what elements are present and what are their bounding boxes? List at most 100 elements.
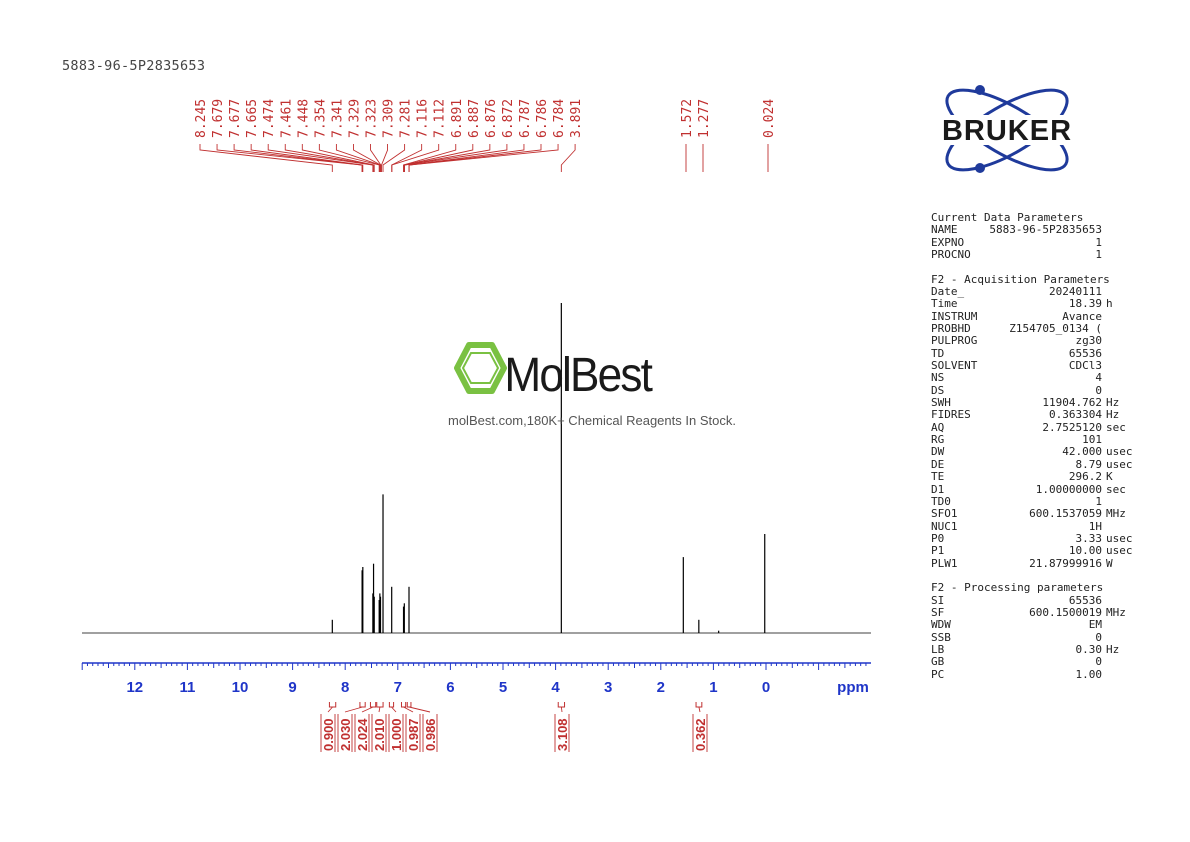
parameter-key: SI [931, 593, 945, 607]
parameter-key: PULPROG [931, 334, 978, 348]
parameter-key: SSB [931, 630, 951, 644]
parameter-value: 1 [1095, 248, 1102, 262]
peak-label: 7.665 [245, 99, 260, 138]
integral-bracket [400, 702, 407, 708]
parameter-row: DW 42.000 usec [931, 445, 1146, 459]
peak-label: 0.024 [762, 99, 777, 138]
sample-title: 5883-96-5P2835653 [62, 58, 206, 74]
x-tick-label: 8 [341, 679, 349, 696]
integral-label: 0.986 [423, 718, 438, 751]
integral-connector [327, 706, 333, 713]
integral-bracket [388, 702, 395, 708]
parameter-value: zg30 [1075, 334, 1103, 348]
peak-label: 7.679 [211, 99, 226, 138]
parameter-key: NAME [931, 223, 958, 237]
spectrum-trace-group [82, 303, 871, 634]
parameter-value: 42.000 [1062, 445, 1102, 459]
peak-label: 7.474 [262, 99, 277, 138]
x-tick-label: 5 [499, 679, 507, 696]
x-tick-label: 6 [446, 679, 454, 696]
peak-label: 7.116 [416, 99, 431, 138]
parameter-value: 5883-96-5P2835653 [989, 223, 1102, 237]
peak-label-connector [381, 144, 388, 172]
parameter-key: DE [931, 457, 945, 471]
peak-label-connector [370, 144, 382, 172]
parameter-unit: Hz [1106, 642, 1120, 656]
integral-bracket [557, 702, 566, 708]
peak-label-connector [335, 144, 381, 172]
parameter-row: PROBHD Z154705_0134 ( [931, 322, 1146, 336]
parameter-key: PLW1 [931, 556, 958, 570]
parameter-key: EXPNO [931, 235, 965, 249]
parameter-value: 18.39 [1068, 297, 1102, 311]
peak-label: 1.572 [680, 99, 695, 138]
parameter-key: Date_ [931, 285, 965, 299]
parameter-value: CDCl3 [1068, 359, 1102, 373]
parameter-unit: W [1106, 556, 1113, 570]
parameter-key: SFO1 [931, 507, 958, 521]
integral-label: 3.108 [555, 718, 570, 751]
peak-label-connector [318, 144, 380, 172]
parameter-unit: Hz [1106, 408, 1120, 422]
parameter-row: SI 65536 [931, 593, 1146, 607]
parameter-value: 600.1500019 [1029, 605, 1102, 619]
parameter-key: PC [931, 667, 945, 681]
peak-label-connector [391, 144, 440, 172]
parameter-value: 8.79 [1075, 457, 1103, 471]
parameter-unit: usec [1106, 457, 1133, 471]
parameter-key: TE [931, 470, 945, 484]
nmr-spectrum-chart: 8.245 7.679 7.677 7.665 7.474 7.461 7.448 7.354… [81, 99, 871, 752]
peak-label: 6.872 [501, 99, 516, 138]
peak-label: 7.341 [330, 99, 345, 138]
peak-label: 7.354 [313, 99, 328, 138]
x-tick-label: 1 [709, 679, 717, 696]
parameter-row: SSB 0 [931, 630, 1146, 644]
integral-connector [403, 706, 414, 713]
integral-bracket [376, 702, 384, 708]
parameter-row: FIDRES 0.363304 Hz [931, 408, 1146, 422]
parameter-row: RG 101 [931, 433, 1146, 446]
parameter-section-title: F2 - Acquisition Parameters [931, 272, 1110, 286]
parameter-row: DS 0 [931, 384, 1146, 397]
x-tick-label: 11 [179, 679, 195, 696]
parameter-key: GB [931, 655, 945, 669]
integral-label: 0.362 [693, 718, 708, 751]
integral-connector [560, 706, 563, 713]
parameter-unit: MHz [1106, 507, 1126, 521]
peak-label: 7.677 [228, 99, 243, 138]
parameter-value: 1.00000000 [1035, 482, 1102, 496]
parameter-row: Time 18.39 h [931, 297, 1146, 311]
peak-label-connector [403, 144, 457, 172]
parameter-value: 1 [1095, 494, 1102, 508]
parameter-key: P1 [931, 544, 945, 558]
peak-label-connector [382, 144, 406, 172]
molbest-brand-text: MolBest [504, 347, 653, 401]
parameter-value: 11904.762 [1042, 396, 1102, 410]
parameter-value: Z154705_0134 ( [1009, 322, 1102, 336]
x-tick-label: 0 [762, 679, 770, 696]
integral-connector [361, 706, 374, 713]
acquisition-parameters-panel: Current Data Parameters NAME 5883-96-5P283… [931, 211, 1146, 693]
parameter-row: SF 600.1500019 MHz [931, 605, 1146, 619]
parameter-unit: usec [1106, 445, 1133, 459]
peak-label-connector [391, 144, 423, 172]
parameter-row: TD 65536 [931, 347, 1146, 360]
x-tick-label: 12 [126, 679, 143, 696]
parameter-row: TE 296.2 K [931, 470, 1146, 484]
x-tick-label: 2 [657, 679, 665, 696]
parameter-key: DW [931, 445, 945, 459]
parameter-key: NUC1 [931, 519, 958, 533]
parameter-key: AQ [931, 420, 945, 434]
parameter-unit: usec [1106, 531, 1133, 545]
parameter-value: Avance [1062, 309, 1102, 323]
parameter-value: 1H [1088, 519, 1102, 533]
parameter-unit: usec [1106, 544, 1133, 558]
parameter-key: SWH [931, 396, 951, 410]
integral-connector [344, 706, 363, 713]
parameter-section: F2 - Processing parameters SI 65536 SF 600.1… [931, 581, 1146, 681]
parameter-row: NS 4 [931, 372, 1146, 385]
peak-label: 3.891 [569, 99, 584, 138]
parameter-value: 10.00 [1068, 544, 1102, 558]
parameter-key: TD0 [931, 494, 951, 508]
peak-label-connector [199, 144, 333, 172]
